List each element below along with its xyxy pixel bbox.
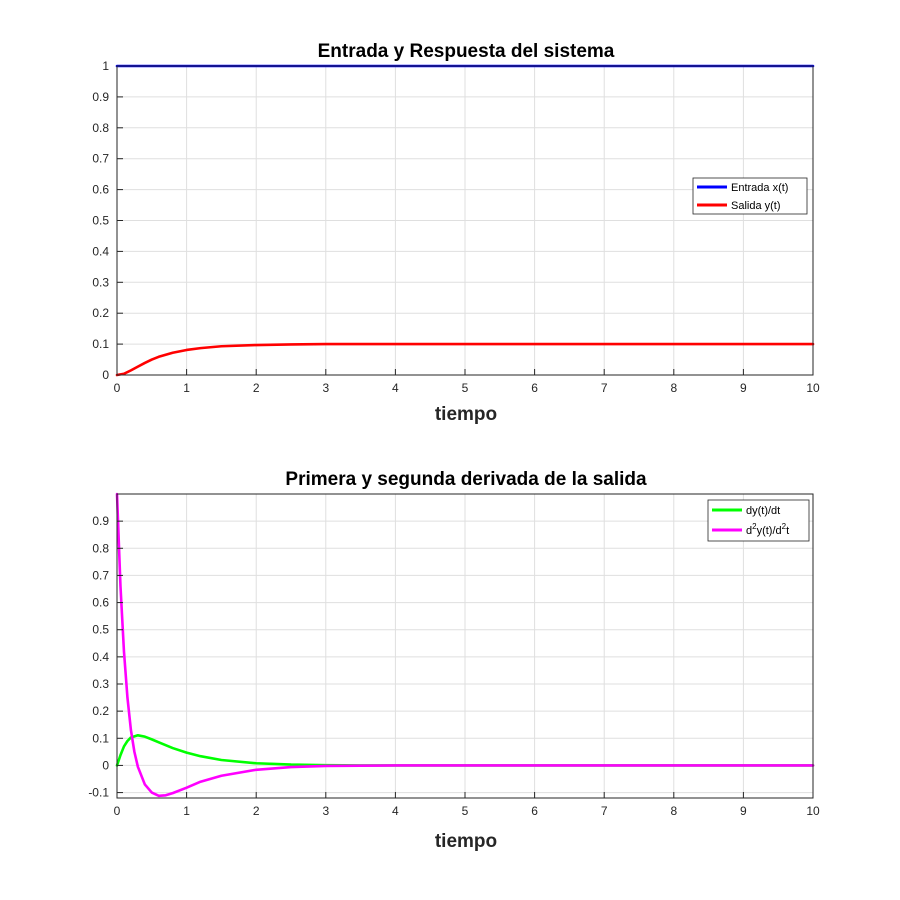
chart-derivadas: Primera y segunda derivada de la salida …: [88, 469, 820, 852]
ticks: 0 1 2 3 4 5 6 7 8 9 10 -0.1 0 0.1 0.2 0.3 0.4 0.5 0.6 0.7 0.…: [88, 514, 820, 818]
y-tick-label: 0.6: [92, 596, 109, 610]
y-tick-label: 0.4: [92, 244, 109, 258]
x-tick-label: 7: [601, 381, 608, 395]
series-layer: [115, 492, 815, 798]
y-tick-label: 0.6: [92, 183, 109, 197]
x-tick-label: 4: [392, 804, 399, 818]
x-tick-label: 1: [183, 381, 190, 395]
ticks: 0 1 2 3 4 5 6 7 8 9 10 0 0.1 0.2 0.3 0.4 0.5 0.6 0.7 0.8 0.9…: [92, 59, 820, 395]
y-tick-label: 0.3: [92, 677, 109, 691]
legend-label-salida: Salida y(t): [731, 200, 781, 212]
x-tick-label: 2: [253, 381, 260, 395]
legend: dy(t)/dt d2y(t)/d2t: [707, 499, 810, 542]
x-tick-label: 0: [114, 804, 121, 818]
y-tick-label: 0.8: [92, 541, 109, 555]
legend: Entrada x(t) Salida y(t): [692, 177, 808, 215]
y-tick-label: 0.2: [92, 704, 109, 718]
legend-label-d2ydt2: d2y(t)/d2t: [746, 522, 789, 537]
y-tick-label: 0: [102, 368, 109, 382]
x-tick-label: 7: [601, 804, 608, 818]
x-tick-label: 0: [114, 381, 121, 395]
series-line-1: [115, 342, 815, 377]
legend-box: [692, 177, 808, 215]
x-tick-label: 5: [462, 381, 469, 395]
y-tick-label: 0.8: [92, 121, 109, 135]
x-tick-label: 8: [670, 381, 677, 395]
x-tick-label: 1: [183, 804, 190, 818]
series-line-1: [115, 492, 815, 798]
x-axis-label: tiempo: [435, 831, 497, 852]
x-tick-label: 2: [253, 804, 260, 818]
legend-label-dydt: dy(t)/dt: [746, 505, 780, 517]
x-tick-label: 9: [740, 804, 747, 818]
x-tick-label: 10: [806, 381, 820, 395]
x-tick-label: 6: [531, 804, 538, 818]
y-tick-label: 0.9: [92, 90, 109, 104]
x-tick-label: 3: [322, 804, 329, 818]
y-tick-label: 0.5: [92, 623, 109, 637]
legend-label-entrada: Entrada x(t): [731, 182, 788, 194]
legend-box: [707, 499, 810, 542]
x-tick-label: 10: [806, 804, 820, 818]
y-tick-label: 0.1: [92, 731, 109, 745]
x-tick-label: 9: [740, 381, 747, 395]
y-tick-label: 0.5: [92, 214, 109, 228]
x-axis-label: tiempo: [435, 404, 497, 425]
chart-title: Entrada y Respuesta del sistema: [318, 41, 615, 62]
x-tick-label: 3: [322, 381, 329, 395]
x-tick-label: 6: [531, 381, 538, 395]
y-tick-label: 1: [102, 59, 109, 73]
y-tick-label: 0: [102, 758, 109, 772]
x-tick-label: 5: [462, 804, 469, 818]
y-tick-label: 0.2: [92, 306, 109, 320]
y-tick-label: 0.3: [92, 275, 109, 289]
y-tick-label: 0.4: [92, 650, 109, 664]
y-tick-label: -0.1: [88, 786, 109, 800]
x-tick-label: 4: [392, 381, 399, 395]
y-tick-label: 0.7: [92, 568, 109, 582]
chart-entrada-respuesta: Entrada y Respuesta del sistema 0 1 2 3 4 5 6 7…: [92, 41, 820, 425]
y-tick-label: 0.7: [92, 152, 109, 166]
chart-title: Primera y segunda derivada de la salida: [285, 469, 647, 490]
y-tick-label: 0.1: [92, 337, 109, 351]
y-tick-label: 0.9: [92, 514, 109, 528]
x-tick-label: 8: [670, 804, 677, 818]
